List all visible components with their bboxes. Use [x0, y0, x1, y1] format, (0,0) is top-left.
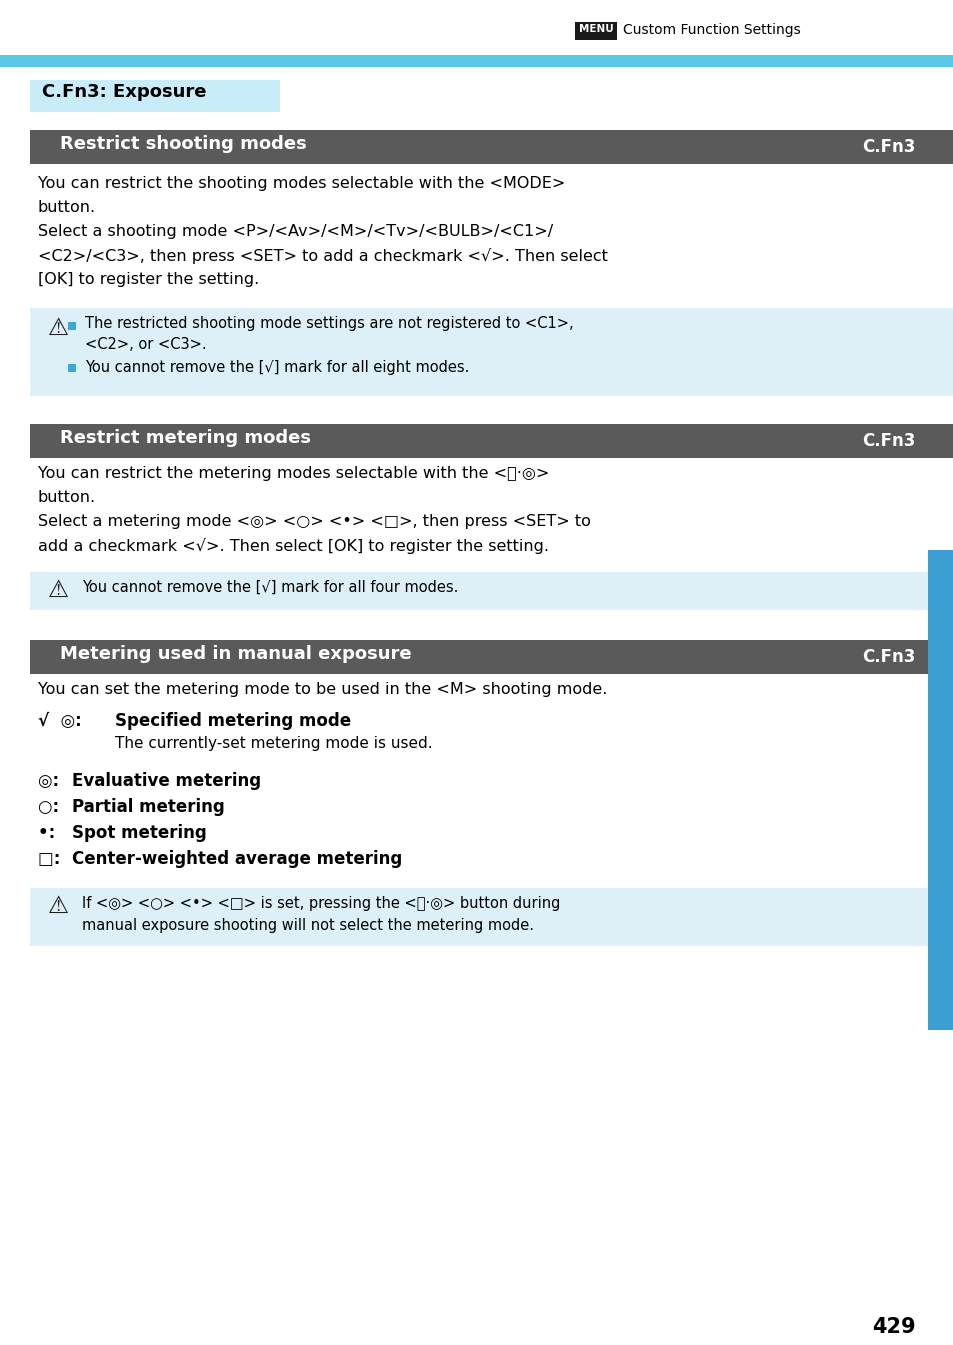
FancyBboxPatch shape	[30, 79, 280, 112]
Text: <C2>/<C3>, then press <SET> to add a checkmark <√>. Then select: <C2>/<C3>, then press <SET> to add a che…	[38, 247, 607, 264]
Text: √  ◎:: √ ◎:	[38, 712, 88, 730]
Text: button.: button.	[38, 200, 96, 215]
FancyBboxPatch shape	[30, 640, 953, 674]
Text: You cannot remove the [√] mark for all four modes.: You cannot remove the [√] mark for all f…	[82, 580, 457, 594]
Text: The currently-set metering mode is used.: The currently-set metering mode is used.	[115, 736, 432, 751]
Text: 429: 429	[871, 1317, 915, 1337]
Text: C.Fn3: C.Fn3	[862, 139, 915, 156]
Text: Evaluative metering: Evaluative metering	[71, 772, 261, 790]
Text: manual exposure shooting will not select the metering mode.: manual exposure shooting will not select…	[82, 919, 534, 933]
FancyBboxPatch shape	[0, 55, 953, 67]
Text: Restrict shooting modes: Restrict shooting modes	[60, 134, 307, 153]
Text: add a checkmark <√>. Then select [OK] to register the setting.: add a checkmark <√>. Then select [OK] to…	[38, 538, 548, 554]
FancyBboxPatch shape	[575, 22, 617, 40]
Text: <C2>, or <C3>.: <C2>, or <C3>.	[85, 338, 207, 352]
Text: ◎:: ◎:	[38, 772, 65, 790]
Text: C.Fn3: C.Fn3	[862, 648, 915, 666]
Text: button.: button.	[38, 490, 96, 504]
Text: Partial metering: Partial metering	[71, 798, 225, 816]
Text: ○:: ○:	[38, 798, 65, 816]
Text: Spot metering: Spot metering	[71, 824, 207, 842]
Text: C.Fn3: Exposure: C.Fn3: Exposure	[42, 83, 206, 101]
Text: C.Fn3: C.Fn3	[862, 432, 915, 451]
Text: You can set the metering mode to be used in the <M> shooting mode.: You can set the metering mode to be used…	[38, 682, 607, 697]
Text: ⚠: ⚠	[48, 316, 69, 340]
FancyBboxPatch shape	[30, 888, 953, 946]
Text: ⚠: ⚠	[48, 894, 69, 919]
FancyBboxPatch shape	[927, 550, 953, 1030]
FancyBboxPatch shape	[68, 364, 76, 373]
Text: You cannot remove the [√] mark for all eight modes.: You cannot remove the [√] mark for all e…	[85, 360, 469, 375]
FancyBboxPatch shape	[30, 572, 953, 611]
Text: Center-weighted average metering: Center-weighted average metering	[71, 850, 402, 868]
Text: You can restrict the metering modes selectable with the <⛷·◎>: You can restrict the metering modes sele…	[38, 465, 549, 482]
FancyBboxPatch shape	[68, 321, 76, 330]
Text: [OK] to register the setting.: [OK] to register the setting.	[38, 272, 259, 286]
Text: •:: •:	[38, 824, 61, 842]
Text: If <◎> <○> <•> <□> is set, pressing the <⛷·◎> button during: If <◎> <○> <•> <□> is set, pressing the …	[82, 896, 559, 911]
FancyBboxPatch shape	[30, 130, 953, 164]
Text: Restrict metering modes: Restrict metering modes	[60, 429, 311, 447]
Text: □:: □:	[38, 850, 66, 868]
Text: Specified metering mode: Specified metering mode	[115, 712, 351, 730]
Text: MENU: MENU	[578, 24, 613, 34]
Text: ⚠: ⚠	[48, 578, 69, 603]
Text: You can restrict the shooting modes selectable with the <MODE>: You can restrict the shooting modes sele…	[38, 176, 565, 191]
Text: Select a shooting mode <P>/<Av>/<M>/<Tv>/<BULB>/<C1>/: Select a shooting mode <P>/<Av>/<M>/<Tv>…	[38, 225, 553, 239]
FancyBboxPatch shape	[30, 308, 953, 395]
Text: Metering used in manual exposure: Metering used in manual exposure	[60, 646, 411, 663]
Text: Custom Function Settings: Custom Function Settings	[622, 23, 800, 38]
Text: Select a metering mode <◎> <○> <•> <□>, then press <SET> to: Select a metering mode <◎> <○> <•> <□>, …	[38, 514, 590, 529]
Text: The restricted shooting mode settings are not registered to <C1>,: The restricted shooting mode settings ar…	[85, 316, 573, 331]
FancyBboxPatch shape	[30, 424, 953, 459]
